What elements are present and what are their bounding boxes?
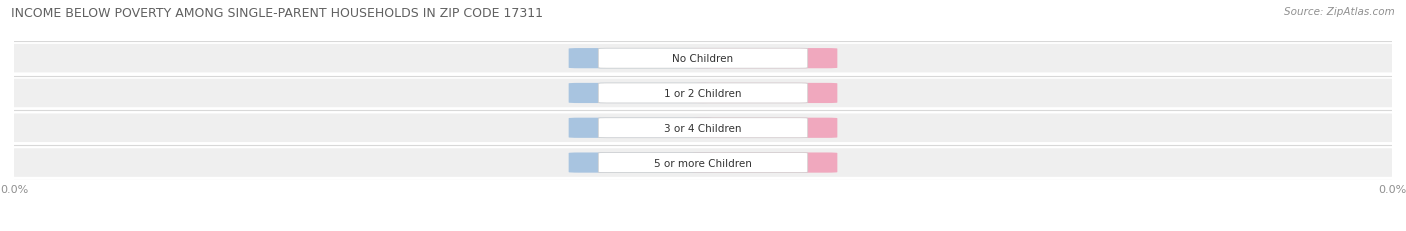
FancyBboxPatch shape [568, 49, 713, 69]
Text: 0.0%: 0.0% [751, 88, 779, 99]
Text: 1 or 2 Children: 1 or 2 Children [664, 88, 742, 99]
FancyBboxPatch shape [599, 84, 807, 103]
FancyBboxPatch shape [693, 84, 838, 104]
Text: 0.0%: 0.0% [751, 123, 779, 133]
FancyBboxPatch shape [693, 49, 838, 69]
Text: 0.0%: 0.0% [627, 123, 655, 133]
FancyBboxPatch shape [599, 49, 807, 69]
FancyBboxPatch shape [568, 84, 713, 104]
Text: 0.0%: 0.0% [627, 88, 655, 99]
FancyBboxPatch shape [568, 153, 713, 173]
FancyBboxPatch shape [599, 118, 807, 138]
FancyBboxPatch shape [693, 153, 838, 173]
FancyBboxPatch shape [14, 114, 1392, 142]
FancyBboxPatch shape [14, 45, 1392, 73]
FancyBboxPatch shape [14, 79, 1392, 108]
Text: 0.0%: 0.0% [627, 54, 655, 64]
Text: 0.0%: 0.0% [627, 158, 655, 168]
Text: 0.0%: 0.0% [751, 54, 779, 64]
Text: No Children: No Children [672, 54, 734, 64]
FancyBboxPatch shape [14, 149, 1392, 177]
Text: 0.0%: 0.0% [751, 158, 779, 168]
Text: 5 or more Children: 5 or more Children [654, 158, 752, 168]
FancyBboxPatch shape [599, 153, 807, 173]
Text: INCOME BELOW POVERTY AMONG SINGLE-PARENT HOUSEHOLDS IN ZIP CODE 17311: INCOME BELOW POVERTY AMONG SINGLE-PARENT… [11, 7, 543, 20]
FancyBboxPatch shape [693, 118, 838, 138]
Text: Source: ZipAtlas.com: Source: ZipAtlas.com [1284, 7, 1395, 17]
FancyBboxPatch shape [568, 118, 713, 138]
Text: 3 or 4 Children: 3 or 4 Children [664, 123, 742, 133]
